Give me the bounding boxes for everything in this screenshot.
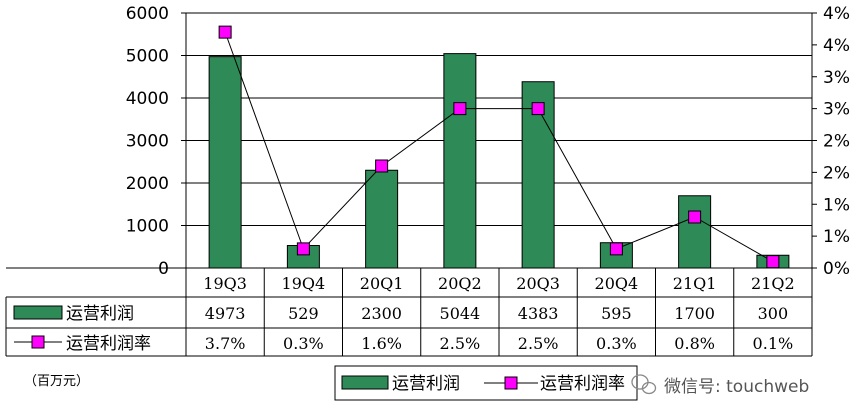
bar — [365, 169, 399, 269]
watermark: 微信号: touchweb — [631, 374, 809, 397]
y-right-tick-label: 0% — [823, 259, 850, 279]
y-right-tick-label: 4% — [823, 36, 850, 56]
y-right-tick-label: 1% — [823, 195, 850, 215]
table-cell: 0.3% — [596, 334, 637, 353]
y-left-tick-label: 2000 — [126, 174, 169, 194]
bar — [678, 195, 712, 269]
table-cell: 0.8% — [674, 334, 715, 353]
line-marker — [296, 242, 310, 256]
data-table: 19Q3 19Q4 20Q1 20Q2 20Q3 20Q4 21Q1 21Q2 运营利润运营利润… — [5, 267, 813, 357]
y-left-tick-label: 4000 — [126, 89, 169, 109]
legend-label: 运营利润率 — [540, 374, 625, 394]
category-label: 19Q4 — [282, 274, 326, 293]
category-label: 21Q1 — [673, 274, 717, 293]
line-series — [218, 25, 780, 269]
y-right-tick-label: 4% — [823, 4, 850, 24]
table-cell: 0.3% — [283, 334, 324, 353]
line-marker — [531, 102, 545, 116]
watermark-text: 微信号: touchweb — [664, 377, 809, 397]
table-cell: 4383 — [518, 304, 559, 323]
table-cell: 595 — [601, 304, 632, 323]
table-cell: 4973 — [205, 304, 246, 323]
y-right-tick-label: 1% — [823, 227, 850, 247]
table-cell: 2.5% — [440, 334, 481, 353]
row-key-marker — [31, 335, 45, 349]
y-left-tick-label: 1000 — [126, 217, 169, 237]
legend-label: 运营利润 — [392, 374, 460, 394]
category-label: 21Q2 — [751, 274, 795, 293]
category-label: 20Q4 — [595, 274, 639, 293]
y-left-tick-label: 0 — [158, 259, 169, 279]
table-cell: 5044 — [440, 304, 481, 323]
table-cell: 1700 — [674, 304, 715, 323]
line-marker — [453, 102, 467, 116]
category-label: 20Q2 — [438, 274, 482, 293]
table-cell: 0.1% — [753, 334, 794, 353]
line-marker — [688, 210, 702, 224]
gridlines — [186, 12, 812, 269]
legend-key-bar — [341, 375, 389, 390]
legend: 运营利润 运营利润率 — [334, 365, 638, 401]
wechat-icon — [631, 374, 657, 395]
y-right-tick-label: 2% — [823, 132, 850, 152]
y-left-tick-label: 3000 — [126, 132, 169, 152]
table-cell: 2300 — [361, 304, 402, 323]
series-line — [224, 31, 774, 263]
y-left-tick-label: 6000 — [126, 4, 169, 24]
bar — [443, 53, 477, 269]
y-right-tick-label: 3% — [823, 100, 850, 120]
line-marker — [375, 159, 389, 173]
category-label: 19Q3 — [203, 274, 247, 293]
y-axis-right: 0% 1% 1% 2% 2% 3% 3% 4% 4% — [811, 4, 850, 279]
line-marker — [609, 242, 623, 256]
y-right-tick-label: 3% — [823, 68, 850, 88]
y-axis-left: 0 1000 2000 3000 4000 5000 6000 — [126, 4, 187, 279]
line-marker — [218, 25, 232, 39]
row-label: 运营利润率 — [66, 334, 151, 354]
unit-note: （百万元） — [24, 374, 89, 389]
bar-series — [208, 53, 790, 269]
legend-key-marker — [504, 376, 518, 390]
y-left-tick-label: 5000 — [126, 47, 169, 67]
y-right-tick-label: 2% — [823, 163, 850, 183]
table-cell: 1.6% — [361, 334, 402, 353]
line-marker — [766, 255, 780, 269]
category-label: 20Q3 — [516, 274, 560, 293]
table-cell: 3.7% — [205, 334, 246, 353]
row-label: 运营利润 — [66, 304, 134, 324]
category-label: 20Q1 — [360, 274, 404, 293]
table-cell: 529 — [288, 304, 319, 323]
table-cell: 2.5% — [518, 334, 559, 353]
row-key-bar — [13, 305, 63, 320]
table-cell: 300 — [758, 304, 789, 323]
bar — [208, 56, 242, 269]
